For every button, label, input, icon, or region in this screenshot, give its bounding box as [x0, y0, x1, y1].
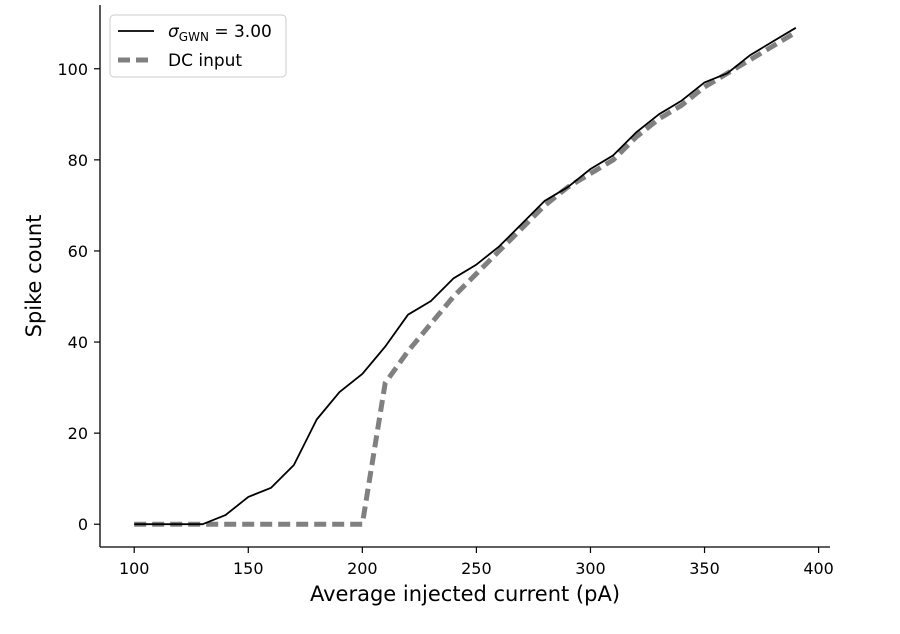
legend-value: = 3.00: [209, 22, 272, 42]
x-axis-ticks: 100 150 200 250 300 350 400: [119, 547, 834, 578]
x-tick-label: 300: [575, 559, 606, 578]
y-tick-label: 60: [68, 242, 88, 261]
y-axis-ticks: 0 20 40 60 80 100: [57, 60, 100, 534]
x-tick-label: 100: [119, 559, 150, 578]
x-tick-label: 400: [803, 559, 834, 578]
x-axis-title: Average injected current (pA): [310, 582, 620, 606]
y-tick-label: 20: [68, 424, 88, 443]
legend-label-gwn: σGWN = 3.00: [168, 22, 272, 44]
x-tick-label: 250: [461, 559, 492, 578]
series-line-gwn: [134, 27, 797, 526]
y-tick-label: 80: [68, 151, 88, 170]
y-axis-title: Spike count: [22, 215, 46, 338]
x-tick-label: 150: [233, 559, 264, 578]
y-tick-label: 40: [68, 333, 88, 352]
series-line-dc-input: [134, 30, 798, 527]
legend-subscript: GWN: [179, 30, 209, 44]
legend-label-dc: DC input: [168, 51, 242, 71]
y-tick-label: 0: [78, 515, 88, 534]
legend: σGWN = 3.00 DC input: [109, 14, 287, 78]
y-tick-label: 100: [57, 60, 88, 79]
x-tick-label: 350: [689, 559, 720, 578]
legend-sigma: σ: [168, 22, 180, 42]
x-tick-label: 200: [347, 559, 378, 578]
axes: [99, 5, 830, 548]
series: [134, 27, 798, 527]
